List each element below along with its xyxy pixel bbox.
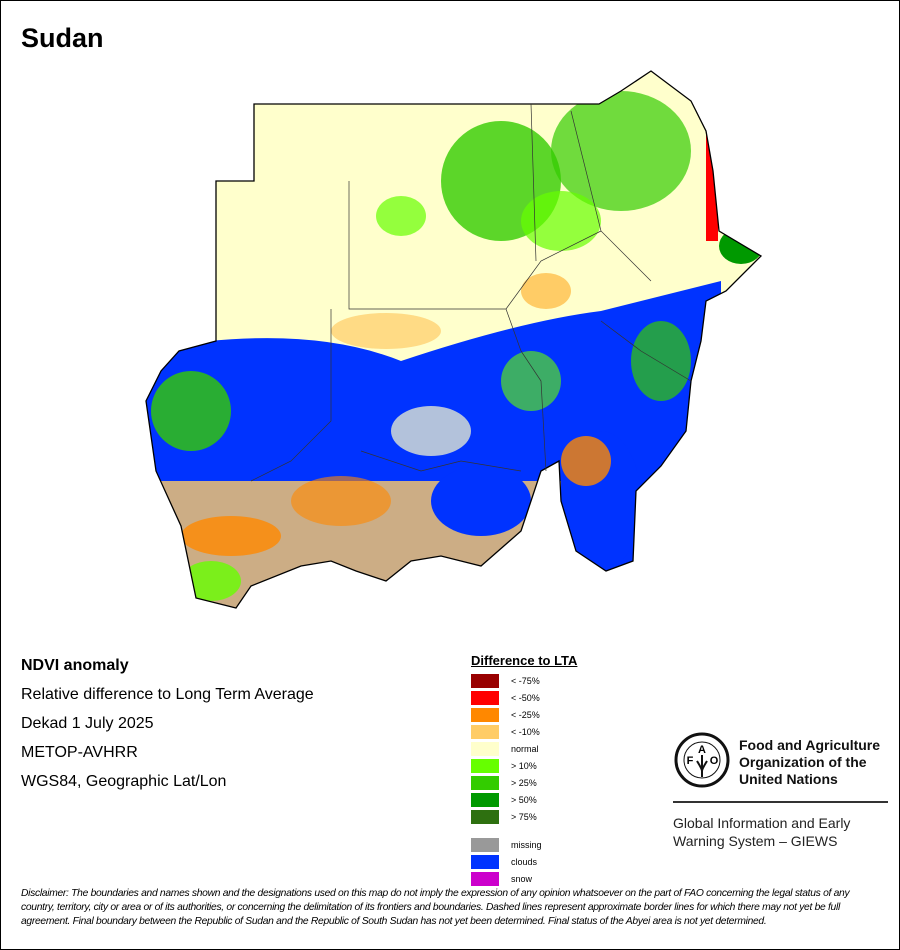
normal-patch <box>391 406 471 456</box>
legend-label: < -25% <box>511 709 540 720</box>
legend-label: < -10% <box>511 726 540 737</box>
product-description: Relative difference to Long Term Average <box>21 686 314 703</box>
legend-label: clouds <box>511 856 538 867</box>
legend: Difference to LTA < -75% < -50% < -25% < -1… <box>471 653 577 887</box>
legend-item: snow <box>471 870 577 887</box>
legend-item: > 75% <box>471 808 577 825</box>
legend-swatch <box>471 854 499 869</box>
legend-swatch <box>471 707 499 722</box>
legend-label: normal <box>511 743 539 754</box>
legend-swatch <box>471 871 499 886</box>
legend-swatch <box>471 792 499 807</box>
svg-text:F: F <box>687 755 694 767</box>
legend-swatch <box>471 724 499 739</box>
legend-item: < -75% <box>471 672 577 689</box>
legend-label: > 10% <box>511 760 537 771</box>
legend-label: < -50% <box>511 692 540 703</box>
svg-text:O: O <box>710 755 719 767</box>
green-patch <box>181 561 241 601</box>
legend-swatch <box>471 673 499 688</box>
legend-label: snow <box>511 873 533 884</box>
map-title: Sudan <box>21 23 104 53</box>
legend-item: < -50% <box>471 689 577 706</box>
deficit-patch <box>561 436 611 486</box>
legend-label: > 25% <box>511 777 537 788</box>
green-patch <box>501 351 561 411</box>
legend-title: Difference to LTA <box>471 653 578 668</box>
legend-swatch <box>471 775 499 790</box>
dry-patch <box>521 273 571 309</box>
period: Dekad 1 July 2025 <box>21 715 154 732</box>
legend-swatch <box>471 837 499 852</box>
dry-patch <box>331 313 441 349</box>
legend-label: missing <box>511 839 542 850</box>
legend-swatch <box>471 741 499 756</box>
fao-logo: A F O <box>674 732 730 788</box>
legend-item: < -25% <box>471 706 577 723</box>
legend-item: > 50% <box>471 791 577 808</box>
giews-name: Global Information and Early Warning Sys… <box>673 815 851 849</box>
legend-label: > 50% <box>511 794 537 805</box>
ndvi-anomaly-map <box>145 70 762 609</box>
red-coast-strip <box>706 111 718 241</box>
divider <box>673 801 888 803</box>
legend-label: < -75% <box>511 675 540 686</box>
green-patch <box>719 228 761 264</box>
map-info: NDVI anomaly Relative difference to Long… <box>21 657 314 802</box>
clouds-patch <box>431 466 531 536</box>
product-name: NDVI anomaly <box>21 657 129 674</box>
legend-item: missing <box>471 836 577 853</box>
green-patch <box>151 371 231 451</box>
fao-name: Food and Agriculture Organization of the… <box>739 737 881 787</box>
map-raster <box>146 71 761 608</box>
legend-item: > 25% <box>471 774 577 791</box>
green-patch <box>631 321 691 401</box>
deficit-patch <box>291 476 391 526</box>
sensor: METOP-AVHRR <box>21 744 138 761</box>
legend-item: normal <box>471 740 577 757</box>
disclaimer: Disclaimer: The boundaries and names sho… <box>21 888 850 927</box>
legend-item: clouds <box>471 853 577 870</box>
legend-item: < -10% <box>471 723 577 740</box>
green-patch <box>376 196 426 236</box>
legend-item: > 10% <box>471 757 577 774</box>
fao-branding: A F O Food and Agriculture Organization … <box>673 731 888 849</box>
admin-boundaries <box>250 103 692 482</box>
deficit-patch <box>181 516 281 556</box>
svg-text:A: A <box>698 744 706 756</box>
legend-swatch <box>471 690 499 705</box>
projection: WGS84, Geographic Lat/Lon <box>21 773 227 790</box>
legend-swatch <box>471 758 499 773</box>
green-patch <box>521 191 601 251</box>
green-patch <box>551 91 691 211</box>
legend-swatch <box>471 809 499 824</box>
legend-label: > 75% <box>511 811 537 822</box>
